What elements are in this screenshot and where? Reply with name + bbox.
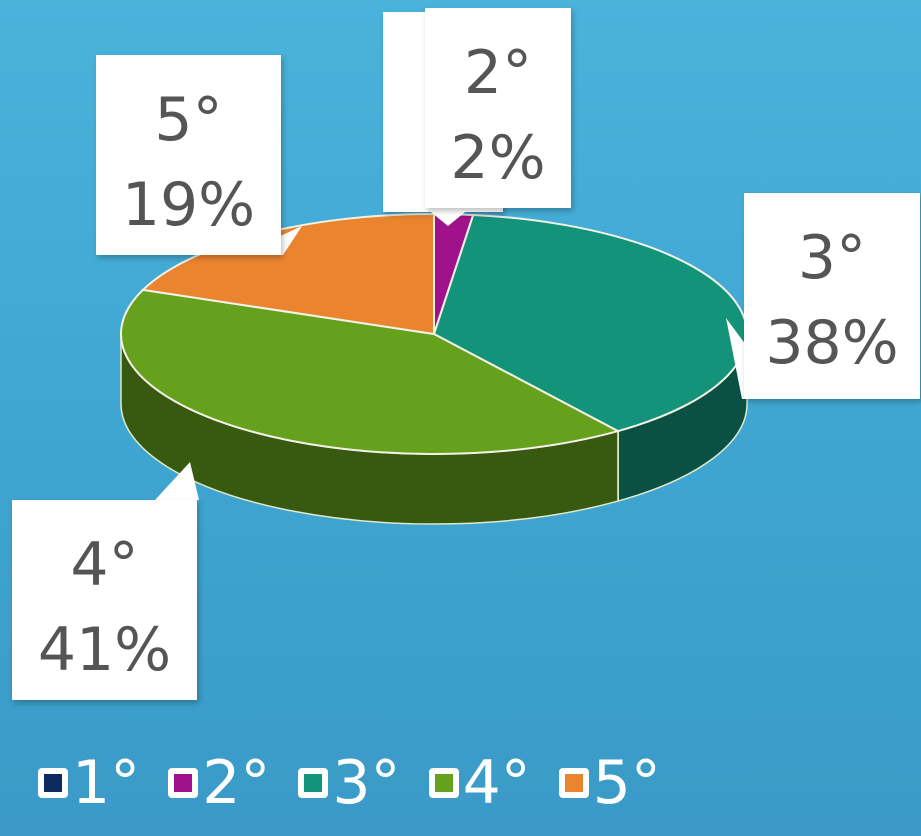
callout-value-5: 19% xyxy=(122,170,255,240)
legend-item-5: 5° xyxy=(558,748,661,818)
legend-label-4: 4° xyxy=(462,748,531,818)
legend-swatch-1 xyxy=(38,768,68,798)
callout-2: 2°2% xyxy=(425,8,571,226)
callout-box-2 xyxy=(425,8,571,208)
pie-slice-4 xyxy=(120,288,621,455)
legend-label-2: 2° xyxy=(202,748,271,818)
callout-value-4: 41% xyxy=(38,615,171,685)
legend-label-5: 5° xyxy=(592,748,661,818)
legend-item-3: 3° xyxy=(298,748,401,818)
callout-box-3 xyxy=(744,193,920,399)
legend-item-2: 2° xyxy=(168,748,270,818)
legend-item-4: 4° xyxy=(428,748,531,818)
callout-pointer-2 xyxy=(426,208,470,226)
callout-3: 3°38% xyxy=(726,193,920,399)
legend-swatch-5 xyxy=(558,768,589,798)
callout-value-2: 2% xyxy=(450,123,545,193)
legend-swatch-2 xyxy=(168,768,199,798)
callout-category-2: 2° xyxy=(464,38,532,108)
legend-label-1: 1° xyxy=(72,748,141,818)
callout-value-3: 38% xyxy=(765,308,898,378)
legend-label-3: 3° xyxy=(332,748,401,818)
chart-legend: 1° 2° 3° 4° 5° xyxy=(38,748,689,818)
callout-4: 4°41% xyxy=(12,462,199,700)
callout-category-3: 3° xyxy=(798,223,866,293)
callout-box-5 xyxy=(96,55,281,255)
legend-swatch-4 xyxy=(428,768,459,798)
callout-category-4: 4° xyxy=(70,530,138,600)
legend-item-1: 1° xyxy=(38,748,140,818)
pie-slice-3 xyxy=(432,213,748,433)
callout-5: 5°19% xyxy=(96,55,302,255)
legend-swatch-3 xyxy=(298,768,329,798)
callout-box-4 xyxy=(12,500,197,700)
callout-pointer-4 xyxy=(155,462,199,500)
callout-category-5: 5° xyxy=(154,85,222,155)
